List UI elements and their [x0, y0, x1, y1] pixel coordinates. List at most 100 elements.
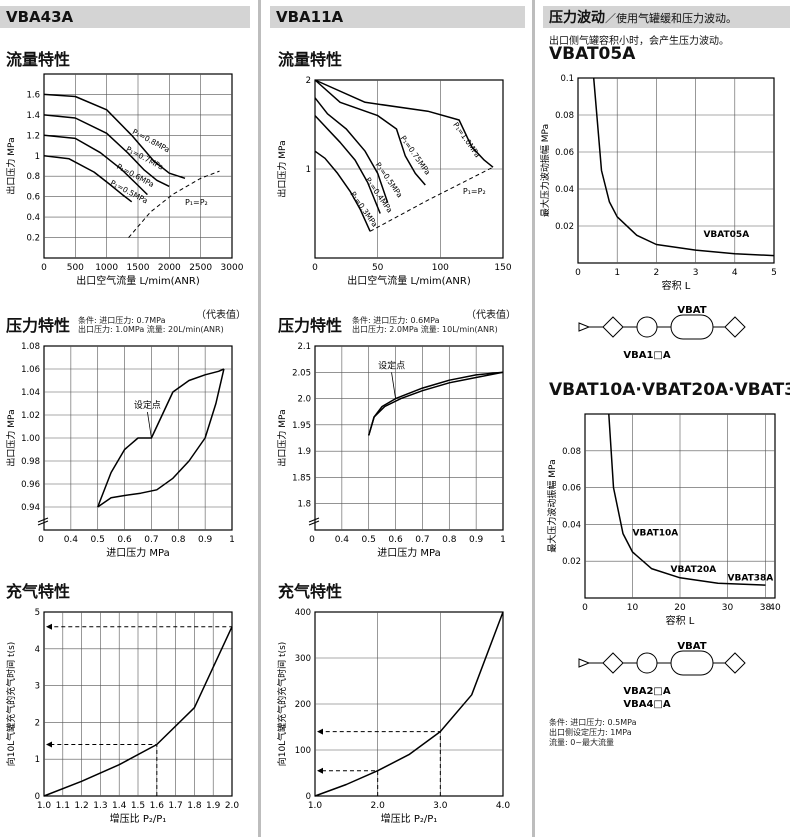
- tank-label: VBAT: [677, 641, 706, 652]
- vbat05-series-line: [592, 77, 775, 257]
- filter-icon: [602, 652, 624, 674]
- vba43a_charge-xtick-label: 1.0: [37, 801, 52, 811]
- valve-label: VBA1□A: [623, 350, 671, 361]
- vba43a_flow-boundary-line: [128, 170, 220, 238]
- vbat10_38-series-label: VBAT10A: [633, 528, 679, 538]
- vba43a_flow-series-line: [43, 114, 170, 188]
- vba43a_charge-xtick-label: 1.1: [56, 801, 70, 811]
- vba43a_pressure-axis-break: [37, 520, 49, 526]
- vbat05-ytick-label: 0.02: [555, 222, 574, 232]
- pressure-section-title: 压力特性: [6, 316, 71, 335]
- vba11a_flow-ytick-label: 1: [306, 165, 311, 175]
- vbat05-xtick-label: 4: [732, 268, 738, 278]
- model-title: VBA11A: [270, 6, 525, 28]
- vbat10_38-series-line: [608, 413, 766, 586]
- vba11a_flow-xtick-label: 0: [312, 263, 318, 273]
- vba43a_flow-ytick-label: 1.2: [26, 131, 40, 141]
- vba11a_flow-series-label: P₁=0.75MPa: [399, 134, 433, 177]
- vba11a_pressure-ytick-label: 1.9: [297, 447, 311, 457]
- vbat10_38-ytick-label: 0.06: [562, 484, 581, 494]
- vbat10_38-ylabel: 最大压力波动振幅 MPa: [546, 459, 558, 552]
- vba43a_pressure-series-line: [97, 368, 225, 508]
- vbat05-xtick-label: 2: [654, 268, 660, 278]
- vba11a_flow-ytick-label: 2: [306, 76, 311, 86]
- vba11a_pressure-axis-break: [308, 517, 320, 523]
- vba43a_charge-ytick-label: 0: [35, 792, 40, 802]
- footer-line-2: 出口侧设定压力: 1MPa: [549, 728, 632, 737]
- footer-line-1: 条件: 进口压力: 0.5MPa: [549, 718, 637, 727]
- vba43a_charge-ytick-label: 4: [35, 645, 40, 655]
- vba43a_charge-ytick-label: 3: [35, 682, 40, 692]
- filter-icon: [602, 316, 624, 338]
- vba43a_flow-ytick-label: 1.6: [26, 90, 40, 100]
- vba43a_pressure-xtick-label: 0.6: [117, 535, 132, 545]
- vbat05-ylabel: 最大压力波动振幅 MPa: [539, 124, 551, 217]
- vba11a_charge-ytick-label: 300: [295, 654, 311, 664]
- vba11a_charge-xlabel: 增压比 P₂/P₁: [381, 812, 438, 825]
- vbat05-xtick-label: 5: [771, 268, 777, 278]
- vbat05-xlabel: 容积 L: [662, 279, 691, 292]
- tank-icon: [670, 314, 714, 340]
- vba43a_pressure-setpoint-label: 设定点: [134, 399, 161, 411]
- vba43a_flow-series-line: [43, 155, 133, 203]
- vba43a_charge-xtick-label: 1.7: [168, 801, 182, 811]
- vbat05-ytick-label: 0.04: [555, 185, 574, 195]
- vbat10_38-xtick-label: 40: [769, 603, 781, 613]
- vba11a_charge-guide-line: [319, 731, 441, 796]
- vba11a_pressure-ytick-label: 2.1: [297, 342, 311, 352]
- vba43a_pressure-ytick-label: 1.06: [21, 365, 40, 375]
- charge-section-title: 充气特性: [278, 582, 343, 601]
- vba11a_charge-xtick-label: 4.0: [496, 801, 511, 811]
- vba43a_charge-xtick-label: 1.3: [93, 801, 107, 811]
- vbat05-xtick-label: 1: [614, 268, 620, 278]
- vbat10_38-xtick-label: 20: [674, 603, 686, 613]
- vba11a_pressure-xtick-label: 0.6: [388, 535, 403, 545]
- vba11a_flow-ylabel: 出口压力 MPa: [276, 140, 288, 197]
- vba43a_flow-series-line: [43, 93, 186, 180]
- vba11a_pressure-ytick-label: 1.85: [292, 473, 311, 483]
- vba43a_charge-xlabel: 增压比 P₂/P₁: [110, 812, 167, 825]
- pressure-source-icon: [578, 658, 591, 668]
- vba11a_flow-boundary-line: [369, 166, 494, 232]
- vba43a_charge-guide-arrow: [46, 623, 52, 630]
- vba11a_flow-series-line: [314, 79, 494, 168]
- vba11a_flow-series-label: P₁=1.0MPa: [451, 120, 482, 159]
- vbat05-series-label: VBAT05A: [703, 230, 749, 240]
- vba11a_charge-ytick-label: 0: [306, 792, 311, 802]
- vba11a_flow-xtick-label: 50: [372, 263, 384, 273]
- vba11a_pressure-setpoint-label: 设定点: [378, 360, 405, 372]
- vba43a_charge-xtick-label: 1.4: [112, 801, 127, 811]
- footer-condition: 条件: 进口压力: 0.5MPa 出口侧设定压力: 1MPa 流量: 0~最大流…: [549, 718, 636, 748]
- vba11a_flow-series-line: [314, 115, 381, 214]
- vba43a_charge-xtick-label: 1.9: [206, 801, 221, 811]
- vba43a_charge-ytick-label: 5: [35, 608, 40, 618]
- vba11a_pressure-ytick-label: 2.05: [292, 368, 311, 378]
- vbat10_38-xlabel: 容积 L: [666, 614, 695, 627]
- column-separator: [532, 0, 535, 837]
- vba11a_pressure-axis-break: [308, 520, 320, 526]
- vba43a_pressure-xtick-label: 0.5: [91, 535, 105, 545]
- vba11a_charge-xtick-label: 1.0: [308, 801, 323, 811]
- vba11a_pressure-xlabel: 进口压力 MPa: [377, 546, 441, 559]
- vba11a_charge-ytick-label: 400: [295, 608, 311, 618]
- vbat10_38-ytick-label: 0.02: [562, 557, 581, 567]
- representative-label: （代表值）: [466, 310, 516, 321]
- vba43a_charge-xtick-label: 1.5: [131, 801, 145, 811]
- note: 出口侧气罐容积小时，会产生压力波动。: [549, 36, 729, 47]
- pressure-source-icon: [578, 322, 591, 332]
- vba43a_flow-xtick-label: 2000: [158, 263, 181, 273]
- vba43a_pressure-ytick-label: 0.96: [21, 480, 40, 490]
- vba43a_flow-xtick-label: 500: [67, 263, 84, 273]
- vbat10_38-series-label: VBAT20A: [671, 565, 717, 575]
- vba43a_flow-ylabel: 出口压力 MPa: [5, 137, 17, 194]
- column-vba43a: VBA43A 流量特性 压力特性 条件: 进口压力: 0.7MPa 出口压力: …: [0, 0, 250, 837]
- vba11a_flow-xtick-label: 150: [494, 263, 511, 273]
- vba11a_flow-series-line: [314, 150, 371, 232]
- condition-line-2: 出口压力: 1.0MPa 流量: 20L/min(ANR): [78, 325, 224, 334]
- vba43a_pressure-setpoint-leader: [147, 411, 152, 439]
- vba43a_flow-xtick-label: 2500: [189, 263, 212, 273]
- vba43a_flow-ytick-label: 0.8: [26, 172, 40, 182]
- vbat10_38-ytick-label: 0.04: [562, 520, 581, 530]
- vba43a_pressure-xtick-label: 0.4: [64, 535, 79, 545]
